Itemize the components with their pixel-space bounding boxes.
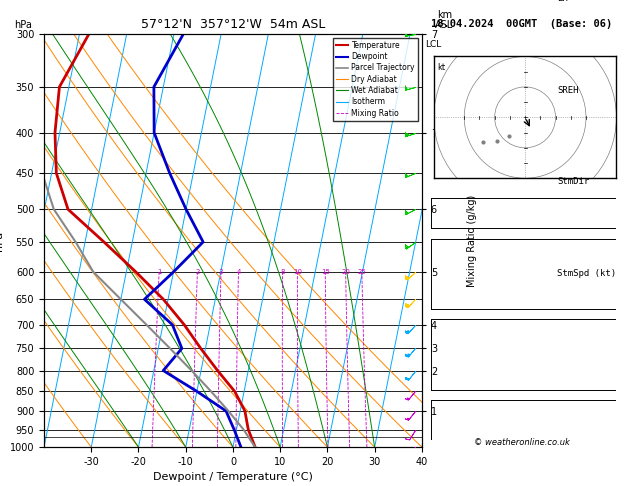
Text: 25: 25 [357,269,366,275]
Text: Mixing Ratio (g/kg): Mixing Ratio (g/kg) [467,194,477,287]
Text: StmSpd (kt): StmSpd (kt) [557,269,616,278]
Text: SREH: SREH [557,86,579,95]
Text: 10: 10 [293,269,302,275]
Text: 8: 8 [281,269,285,275]
Text: EH: EH [557,0,568,3]
Text: 20: 20 [341,269,350,275]
Text: 15: 15 [321,269,330,275]
Text: StmDir: StmDir [557,177,589,186]
Text: © weatheronline.co.uk: © weatheronline.co.uk [474,438,570,447]
Y-axis label: hPa: hPa [0,230,4,251]
Legend: Temperature, Dewpoint, Parcel Trajectory, Dry Adiabat, Wet Adiabat, Isotherm, Mi: Temperature, Dewpoint, Parcel Trajectory… [333,38,418,121]
Text: hPa: hPa [14,20,31,30]
Text: 1: 1 [157,269,162,275]
X-axis label: Dewpoint / Temperature (°C): Dewpoint / Temperature (°C) [153,472,313,483]
Text: kt: kt [437,63,445,71]
Text: km
ASL: km ASL [435,10,454,30]
Text: 18.04.2024  00GMT  (Base: 06): 18.04.2024 00GMT (Base: 06) [431,19,613,29]
Title: 57°12'N  357°12'W  54m ASL: 57°12'N 357°12'W 54m ASL [141,18,325,32]
Text: 4: 4 [237,269,241,275]
Text: LCL: LCL [426,40,442,49]
Text: 3: 3 [219,269,223,275]
Text: 2: 2 [195,269,199,275]
